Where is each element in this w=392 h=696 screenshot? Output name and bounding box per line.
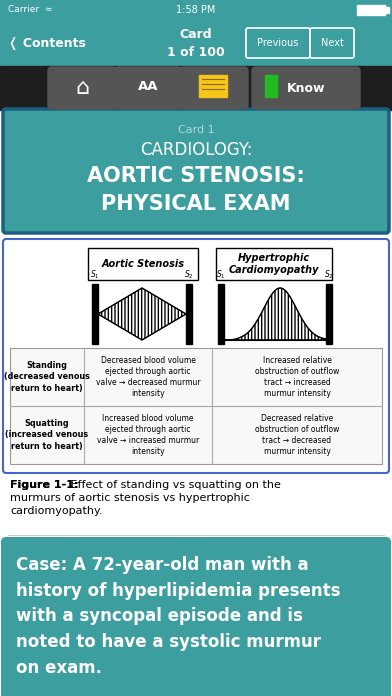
- Text: Squatting
(increased venous
return to heart): Squatting (increased venous return to he…: [5, 420, 89, 450]
- Bar: [357, 5, 385, 15]
- FancyBboxPatch shape: [252, 67, 360, 109]
- Text: AORTIC STENOSIS:: AORTIC STENOSIS:: [87, 166, 305, 186]
- Text: Increased blood volume
ejected through aortic
valve → increased murmur
intensity: Increased blood volume ejected through a…: [97, 414, 199, 456]
- Text: Effect of standing vs squatting on the: Effect of standing vs squatting on the: [67, 480, 281, 490]
- Bar: [216, 248, 332, 280]
- Text: Decreased blood volume
ejected through aortic
valve → decreased murmur
intensity: Decreased blood volume ejected through a…: [96, 356, 200, 398]
- Text: Figure 1-1:: Figure 1-1:: [10, 480, 78, 490]
- Bar: [10, 348, 382, 464]
- Bar: [92, 284, 98, 344]
- Text: CARDIOLOGY:: CARDIOLOGY:: [140, 141, 252, 159]
- Text: $S_2$: $S_2$: [184, 269, 194, 281]
- Text: Know: Know: [287, 81, 325, 95]
- Text: Standing
(decreased venous
return to heart): Standing (decreased venous return to hea…: [4, 361, 90, 393]
- Text: $S_2$: $S_2$: [324, 269, 334, 281]
- Bar: [0, 66, 392, 110]
- Text: AA: AA: [138, 81, 158, 93]
- Text: Increased relative
obstruction of outflow
tract → increased
murmur intensity: Increased relative obstruction of outflo…: [255, 356, 339, 398]
- Text: ⌂: ⌂: [75, 78, 89, 98]
- Text: Previous: Previous: [257, 38, 299, 48]
- Text: $S_1$: $S_1$: [216, 269, 226, 281]
- Bar: [326, 284, 332, 344]
- Text: 1 of 100: 1 of 100: [167, 45, 225, 58]
- Text: $S_1$: $S_1$: [90, 269, 100, 281]
- Bar: [0, 0, 392, 20]
- Bar: [265, 75, 277, 97]
- Text: PHYSICAL EXAM: PHYSICAL EXAM: [101, 194, 291, 214]
- Text: murmurs of aortic stenosis vs hypertrophic: murmurs of aortic stenosis vs hypertroph…: [10, 493, 250, 503]
- Bar: [386, 7, 389, 13]
- Text: Next: Next: [321, 38, 343, 48]
- Bar: [199, 75, 227, 97]
- Text: Aortic Stenosis: Aortic Stenosis: [102, 259, 185, 269]
- Bar: [186, 284, 192, 344]
- FancyBboxPatch shape: [180, 67, 248, 109]
- Text: Figure 1-1:: Figure 1-1:: [10, 480, 78, 490]
- FancyBboxPatch shape: [1, 537, 391, 696]
- Bar: [88, 248, 198, 280]
- Text: Hypertrophic
Cardiomyopathy: Hypertrophic Cardiomyopathy: [229, 253, 319, 275]
- Text: Card: Card: [180, 28, 212, 40]
- FancyBboxPatch shape: [3, 239, 389, 473]
- Bar: [218, 284, 224, 344]
- Text: Carrier  ≈: Carrier ≈: [8, 6, 53, 15]
- FancyBboxPatch shape: [3, 109, 389, 233]
- Text: cardiomyopathy.: cardiomyopathy.: [10, 506, 103, 516]
- Text: Decreased relative
obstruction of outflow
tract → decreased
murmur intensity: Decreased relative obstruction of outflo…: [255, 414, 339, 456]
- FancyBboxPatch shape: [48, 67, 116, 109]
- FancyBboxPatch shape: [114, 67, 182, 109]
- Text: Card 1: Card 1: [178, 125, 214, 135]
- Bar: [356, 4, 386, 16]
- Text: Case: A 72-year-old man with a
history of hyperlipidemia presents
with a syncopa: Case: A 72-year-old man with a history o…: [16, 556, 341, 677]
- Text: ❬ Contents: ❬ Contents: [8, 36, 86, 49]
- Bar: [0, 20, 392, 66]
- Text: 1:58 PM: 1:58 PM: [176, 5, 216, 15]
